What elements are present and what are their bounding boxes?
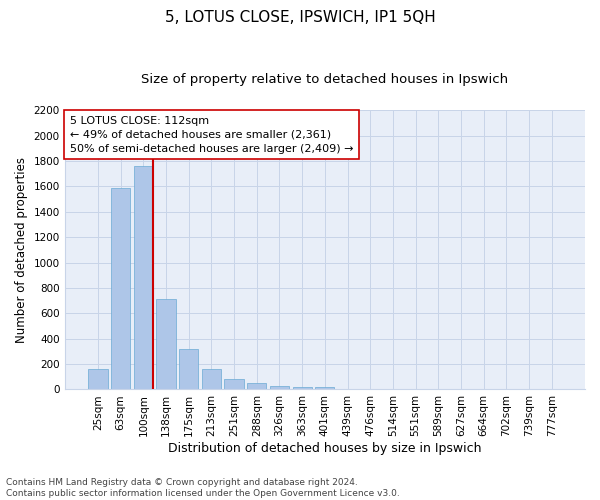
Bar	[247, 383, 266, 390]
Bar	[179, 350, 199, 390]
Bar	[315, 387, 334, 390]
Bar	[134, 166, 153, 390]
X-axis label: Distribution of detached houses by size in Ipswich: Distribution of detached houses by size …	[168, 442, 482, 455]
Text: 5 LOTUS CLOSE: 112sqm
← 49% of detached houses are smaller (2,361)
50% of semi-d: 5 LOTUS CLOSE: 112sqm ← 49% of detached …	[70, 116, 353, 154]
Bar	[88, 369, 107, 390]
Y-axis label: Number of detached properties: Number of detached properties	[15, 157, 28, 343]
Bar	[293, 387, 312, 390]
Bar	[157, 300, 176, 390]
Bar	[202, 369, 221, 390]
Bar	[270, 386, 289, 390]
Bar	[224, 378, 244, 390]
Text: 5, LOTUS CLOSE, IPSWICH, IP1 5QH: 5, LOTUS CLOSE, IPSWICH, IP1 5QH	[164, 10, 436, 25]
Bar	[111, 188, 130, 390]
Title: Size of property relative to detached houses in Ipswich: Size of property relative to detached ho…	[141, 72, 508, 86]
Text: Contains HM Land Registry data © Crown copyright and database right 2024.
Contai: Contains HM Land Registry data © Crown c…	[6, 478, 400, 498]
